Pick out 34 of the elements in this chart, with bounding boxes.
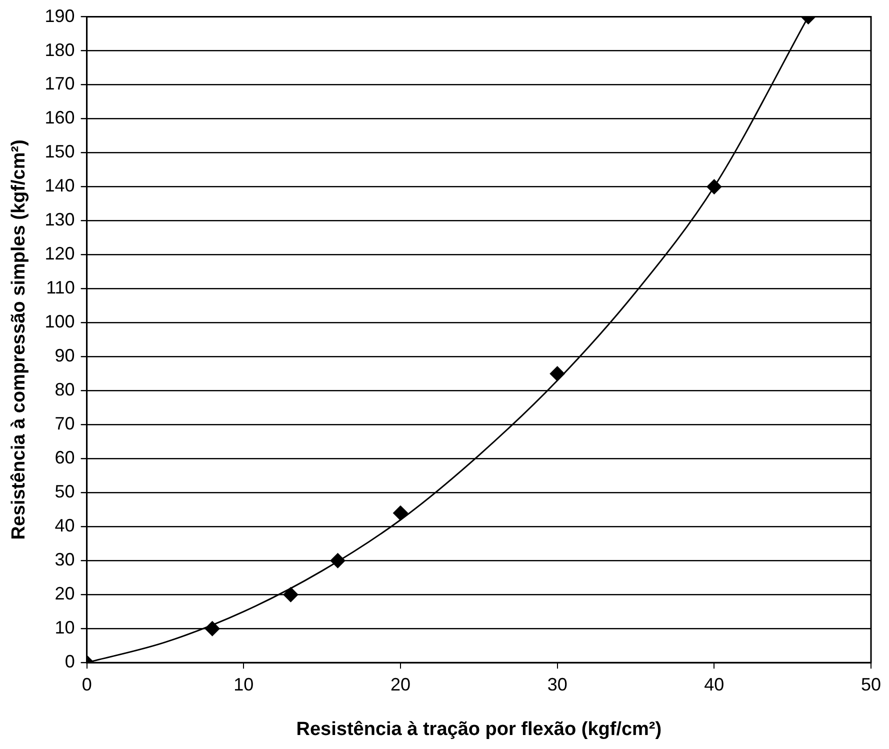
y-tick-label: 0 xyxy=(64,652,75,672)
x-tick-label: 50 xyxy=(860,674,882,694)
y-tick-label: 180 xyxy=(44,40,75,60)
y-tick-label: 70 xyxy=(54,414,75,434)
y-tick-label: 140 xyxy=(44,176,75,196)
x-tick-label: 40 xyxy=(704,674,724,694)
y-tick-label: 10 xyxy=(54,618,75,638)
y-tick-label: 110 xyxy=(46,278,75,298)
y-tick-label: 30 xyxy=(54,550,75,570)
y-tick-label: 150 xyxy=(44,142,75,162)
y-tick-label: 100 xyxy=(44,312,75,332)
point xyxy=(550,366,565,382)
y-tick-label: 60 xyxy=(54,448,75,468)
y-tick-label: 90 xyxy=(54,346,75,366)
x-tick-label: 10 xyxy=(234,674,254,694)
y-tick-label: 50 xyxy=(54,482,75,502)
x-tick-label: 20 xyxy=(390,674,411,694)
y-axis-title: Resistência à compressão simples (kgf/cm²) xyxy=(8,140,30,540)
y-tick-label: 130 xyxy=(44,210,75,230)
point xyxy=(330,553,346,568)
y-tick-label: 190 xyxy=(44,6,75,26)
x-tick-label: 0 xyxy=(82,674,92,694)
point xyxy=(706,179,722,194)
point xyxy=(283,587,298,602)
y-tick-label: 120 xyxy=(44,244,75,264)
x-axis-title: Resistência à tração por flexão (kgf/cm²) xyxy=(296,718,662,740)
y-tick-label: 80 xyxy=(54,380,75,400)
x-tick-label: 30 xyxy=(547,674,568,694)
y-tick-label: 40 xyxy=(54,516,75,536)
point xyxy=(393,506,408,521)
y-tick-label: 160 xyxy=(44,108,75,128)
y-tick-label: 20 xyxy=(54,584,75,604)
y-tick-label: 170 xyxy=(44,74,75,94)
point xyxy=(204,621,220,636)
